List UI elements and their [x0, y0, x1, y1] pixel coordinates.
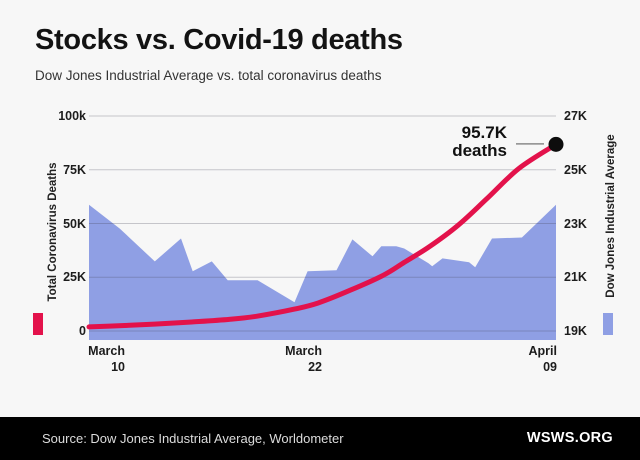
x-tick-label-line: March: [88, 344, 125, 358]
y-tick-label: 100k: [58, 109, 86, 123]
x-tick-label-line: March: [285, 344, 322, 358]
x-tick-label: March 10: [88, 344, 125, 375]
page-title: Stocks vs. Covid-19 deaths: [35, 24, 403, 56]
y-tick-label: 75K: [63, 162, 86, 177]
x-tick-label: April 09: [529, 344, 557, 375]
deaths-annotation-label: deaths: [452, 141, 507, 160]
footer-bar: Source: Dow Jones Industrial Average, Wo…: [0, 417, 640, 460]
x-tick-label-line: April: [528, 344, 557, 358]
deaths-legend-swatch: [33, 313, 43, 335]
x-tick-label-line: 10: [111, 359, 125, 374]
deaths-annotation-value: 95.7K: [461, 123, 507, 142]
y-tick-label: 50K: [63, 216, 86, 231]
dow-legend-swatch: [603, 313, 613, 335]
y-tick-label: 21K: [564, 270, 587, 285]
y-tick-label: 27K: [564, 109, 587, 123]
brand-logo: WSWS.ORG: [526, 430, 613, 446]
deaths-line-series: [86, 141, 559, 330]
y-tick-label: 0: [79, 324, 86, 338]
deaths-endpoint-dot-icon: [548, 136, 564, 152]
x-tick-label-line: 09: [543, 359, 557, 374]
x-tick-label: March 22: [285, 344, 322, 375]
page-subtitle: Dow Jones Industrial Average vs. total c…: [35, 68, 382, 83]
dow-area-series: [89, 204, 556, 340]
source-credit: Source: Dow Jones Industrial Average, Wo…: [42, 431, 344, 446]
gridlines: [89, 115, 556, 332]
right-axis-title: Dow Jones Industrial Average: [605, 134, 617, 298]
x-tick-label-line: 22: [308, 359, 322, 374]
left-axis-title: Total Coronavirus Deaths: [47, 162, 59, 302]
y-tick-label: 25K: [564, 162, 587, 177]
deaths-annotation: 95.7K deaths: [452, 124, 507, 160]
y-tick-label: 23K: [564, 216, 587, 231]
y-tick-label: 19K: [564, 324, 587, 338]
y-tick-label: 25K: [63, 270, 86, 285]
